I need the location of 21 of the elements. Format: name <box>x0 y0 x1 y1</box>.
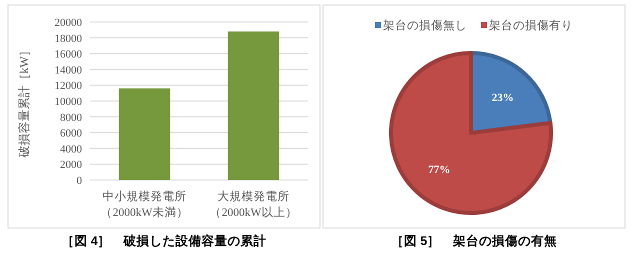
data-label: 23% <box>492 92 514 104</box>
x-tick-label: 中小規模発電所（2000kW未満） <box>100 190 188 219</box>
legend-label: 架台の損傷有り <box>489 19 573 32</box>
x-tick-label: 大規模発電所（2000kW以上） <box>210 190 298 219</box>
y-tick-label: 2000 <box>60 159 82 172</box>
text: ［図 4］ 破損した設備容量の累計 <box>61 233 267 248</box>
legend-label: 架台の損傷無し <box>383 19 467 32</box>
y-tick-label: 4000 <box>60 143 82 156</box>
y-tick-label: 16000 <box>54 48 82 61</box>
y-axis-title: 破損容量累計［kW］ <box>17 44 31 159</box>
y-tick-label: 6000 <box>60 128 82 140</box>
y-tick-label: 18000 <box>54 32 82 45</box>
text: ［図 5］ 架台の損傷の有無 <box>390 233 558 248</box>
pie-slice <box>389 51 553 215</box>
y-tick-label: 20000 <box>54 17 82 29</box>
y-tick-label: 14000 <box>54 64 82 76</box>
y-tick-label: 8000 <box>60 112 82 124</box>
y-tick-label: 10000 <box>54 96 82 108</box>
y-tick-label: 0 <box>76 175 82 187</box>
y-tick-label: 12000 <box>54 80 82 92</box>
data-label: 77% <box>428 164 450 176</box>
